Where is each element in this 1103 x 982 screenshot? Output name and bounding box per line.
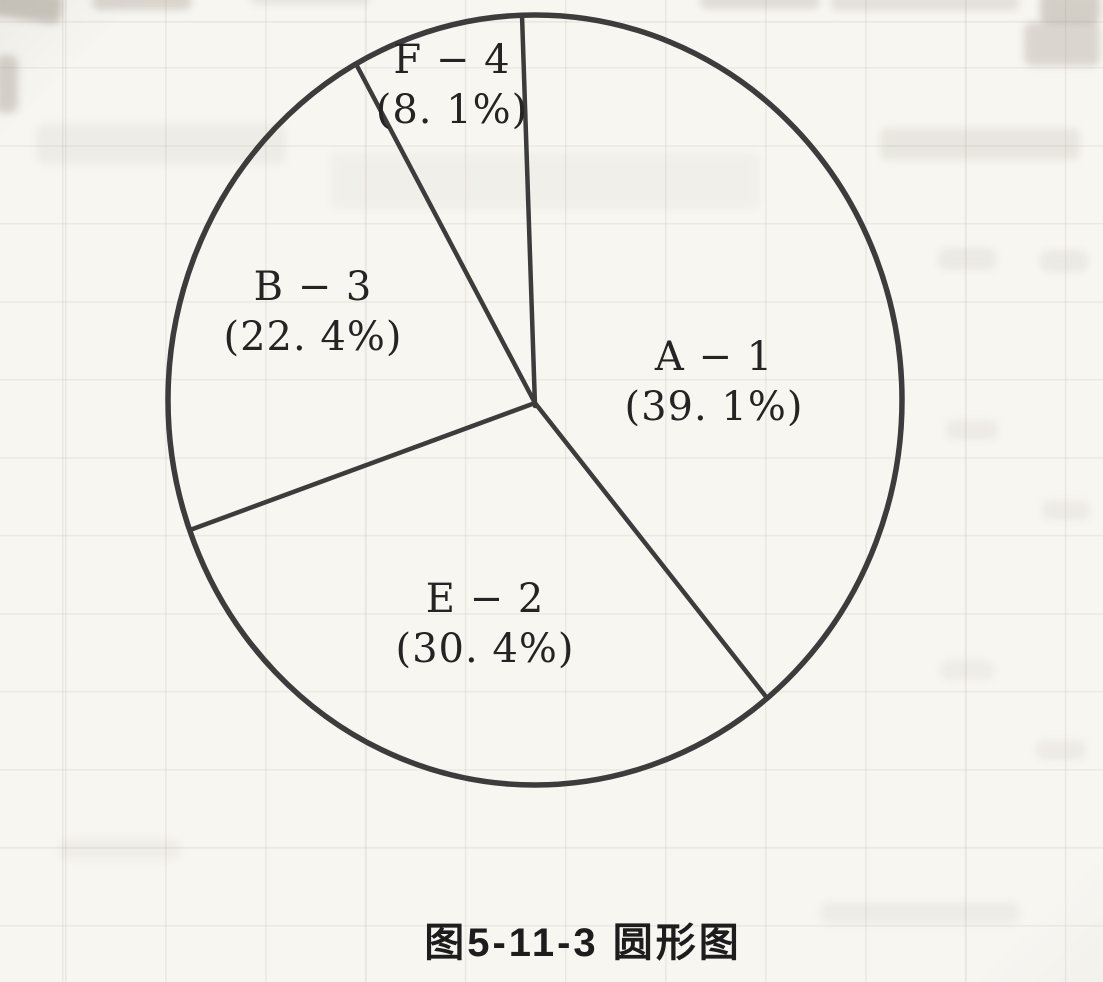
slice-name-b3: B − 3: [253, 264, 373, 310]
slice-pct-a1: (39. 1%): [624, 384, 804, 430]
slice-boundary-b3-f4: [353, 61, 538, 406]
slice-label-f4: F − 4 (8. 1%): [376, 35, 529, 135]
slice-boundary-a1-e2: [532, 400, 770, 701]
slice-name-a1: A − 1: [654, 334, 774, 380]
slice-pct-b3: (22. 4%): [223, 314, 403, 360]
slice-boundary-f4-a1: [519, 12, 538, 409]
slice-name-f4: F − 4: [393, 37, 511, 83]
pie-circle-outline: [165, 12, 905, 788]
figure-caption: 图5-11-3 圆形图: [424, 921, 742, 965]
slice-name-e2: E − 2: [425, 576, 545, 622]
slice-label-a1: A − 1 (39. 1%): [625, 332, 804, 432]
slice-label-b3: B − 3 (22. 4%): [224, 262, 403, 362]
slice-pct-e2: (30. 4%): [395, 626, 575, 672]
slice-boundary-e2-b3: [187, 400, 538, 533]
slice-label-e2: E − 2 (30. 4%): [396, 574, 575, 674]
slice-pct-f4: (8. 1%): [375, 87, 529, 133]
